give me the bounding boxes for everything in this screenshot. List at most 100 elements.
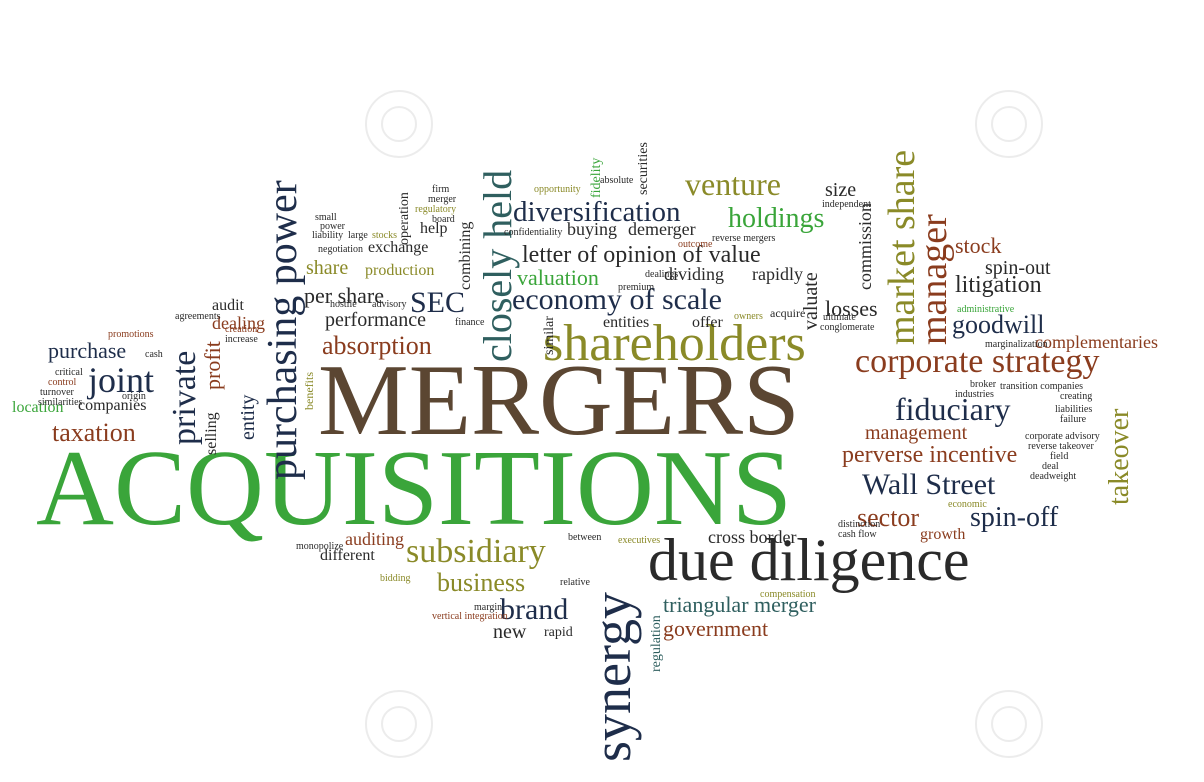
cloud-word: audit: [212, 297, 244, 314]
cloud-word: creating: [1060, 391, 1093, 402]
cloud-word: combining: [457, 221, 474, 290]
cloud-word: share: [306, 257, 349, 279]
cloud-word: conglomerate: [820, 322, 875, 333]
cloud-word: stock: [955, 233, 1002, 258]
cloud-word: performance: [325, 309, 427, 331]
cloud-word: Wall Street: [862, 468, 996, 501]
cloud-word: control: [48, 377, 77, 388]
cloud-word: different: [320, 547, 375, 564]
cloud-word: between: [568, 532, 602, 543]
cloud-word: complementaries: [1035, 332, 1158, 352]
cloud-word: premium: [618, 282, 655, 293]
cloud-word: profit: [200, 341, 225, 390]
cloud-word: ACQUISITIONS: [36, 429, 792, 548]
cloud-word: liabilities: [1055, 404, 1093, 415]
cloud-word: benefits: [302, 372, 316, 410]
cloud-word: new: [493, 621, 527, 643]
cloud-word: growth: [920, 526, 966, 543]
cloud-word: synergy: [582, 592, 642, 762]
cloud-word: venture: [685, 166, 781, 202]
cloud-word: closely held: [475, 169, 520, 362]
cloud-word: acquire: [770, 306, 806, 320]
cloud-word: deadweight: [1030, 471, 1077, 482]
cloud-word: broker: [970, 379, 997, 390]
cloud-word: SEC: [410, 286, 466, 319]
cloud-word: absolute: [600, 175, 634, 186]
cloud-word: hostile: [330, 299, 357, 310]
cloud-word: size: [825, 179, 857, 201]
cloud-word: companies: [78, 397, 147, 414]
cloud-word: litigation: [955, 272, 1042, 298]
cloud-word: brand: [500, 593, 569, 626]
cloud-word: cash flow: [838, 529, 877, 540]
cloud-word: auditing: [345, 529, 404, 549]
cloud-word: reverse takeover: [1028, 441, 1094, 452]
cloud-word: compensation: [760, 589, 816, 600]
cloud-word: buying: [567, 219, 618, 239]
cloud-word: sector: [857, 503, 920, 532]
cloud-word: administrative: [957, 304, 1015, 315]
cloud-word: large: [348, 230, 368, 241]
cloud-word: securities: [636, 142, 651, 195]
cloud-word: reverse mergers: [712, 233, 776, 244]
cloud-word: perverse incentive: [842, 442, 1018, 468]
cloud-word: vertical integration: [432, 611, 508, 622]
cloud-word: monopolize: [296, 541, 344, 552]
cloud-word: takeover: [1104, 408, 1135, 505]
cloud-word: absorption: [322, 331, 432, 360]
cloud-word: turnover: [40, 387, 74, 398]
cloud-word: confidentiality: [504, 227, 563, 238]
cloud-word: economy of scale: [512, 283, 722, 316]
cloud-word: agreements: [175, 311, 221, 322]
cloud-word: due diligence: [648, 527, 970, 593]
cloud-word: letter of opinion of value: [522, 242, 761, 268]
cloud-word: exchange: [368, 239, 429, 256]
cloud-word: diversification: [513, 196, 681, 228]
cloud-word: board: [432, 214, 455, 225]
cloud-word: management: [865, 422, 968, 444]
cloud-word: distinction: [838, 519, 881, 530]
cloud-word: deal: [1042, 461, 1059, 472]
cloud-word: corporate strategy: [855, 343, 1100, 380]
cloud-word: production: [365, 262, 435, 279]
cloud-word: field: [1050, 451, 1069, 462]
cloud-word: bidding: [380, 573, 411, 584]
cloud-word: promotions: [108, 329, 154, 340]
cloud-word: opportunity: [534, 184, 581, 195]
cloud-word: economic: [948, 499, 987, 510]
cloud-word: holdings: [728, 203, 825, 234]
cloud-word: operation: [397, 192, 412, 245]
cloud-word: joint: [88, 360, 155, 400]
cloud-word: spin-off: [970, 502, 1059, 533]
cloud-word: help: [420, 220, 448, 237]
cloud-word: losses: [825, 296, 878, 321]
cloud-word: regulation: [649, 615, 664, 672]
cloud-word: demerger: [628, 219, 696, 239]
cloud-word: valuation: [517, 265, 599, 290]
cloud-word: purchasing power: [260, 180, 306, 480]
watermark-spiral-icon: [365, 90, 433, 158]
cloud-word: advisory: [372, 299, 407, 310]
cloud-word: valuate: [800, 272, 822, 330]
cloud-word: outcome: [678, 239, 713, 250]
cloud-word: failure: [1060, 414, 1087, 425]
cloud-word: finance: [455, 317, 485, 328]
cloud-word: cross border: [708, 527, 797, 547]
cloud-word: negotiation: [318, 244, 363, 255]
cloud-word: cash: [145, 349, 163, 360]
cloud-word: owners: [734, 311, 763, 322]
cloud-word: industries: [955, 389, 994, 400]
cloud-word: government: [663, 616, 769, 641]
cloud-word: rapid: [544, 625, 573, 640]
cloud-word: subsidiary: [406, 533, 546, 570]
cloud-word: creation: [225, 324, 258, 335]
cloud-word: MERGERS: [318, 344, 800, 457]
watermark-spiral-icon: [365, 690, 433, 758]
cloud-word: shareholders: [543, 315, 806, 372]
cloud-word: critical: [55, 367, 83, 378]
cloud-word: selling: [203, 412, 220, 455]
cloud-word: marginalization: [985, 339, 1048, 350]
cloud-word: liability: [312, 230, 344, 241]
cloud-word: manager: [913, 214, 955, 345]
